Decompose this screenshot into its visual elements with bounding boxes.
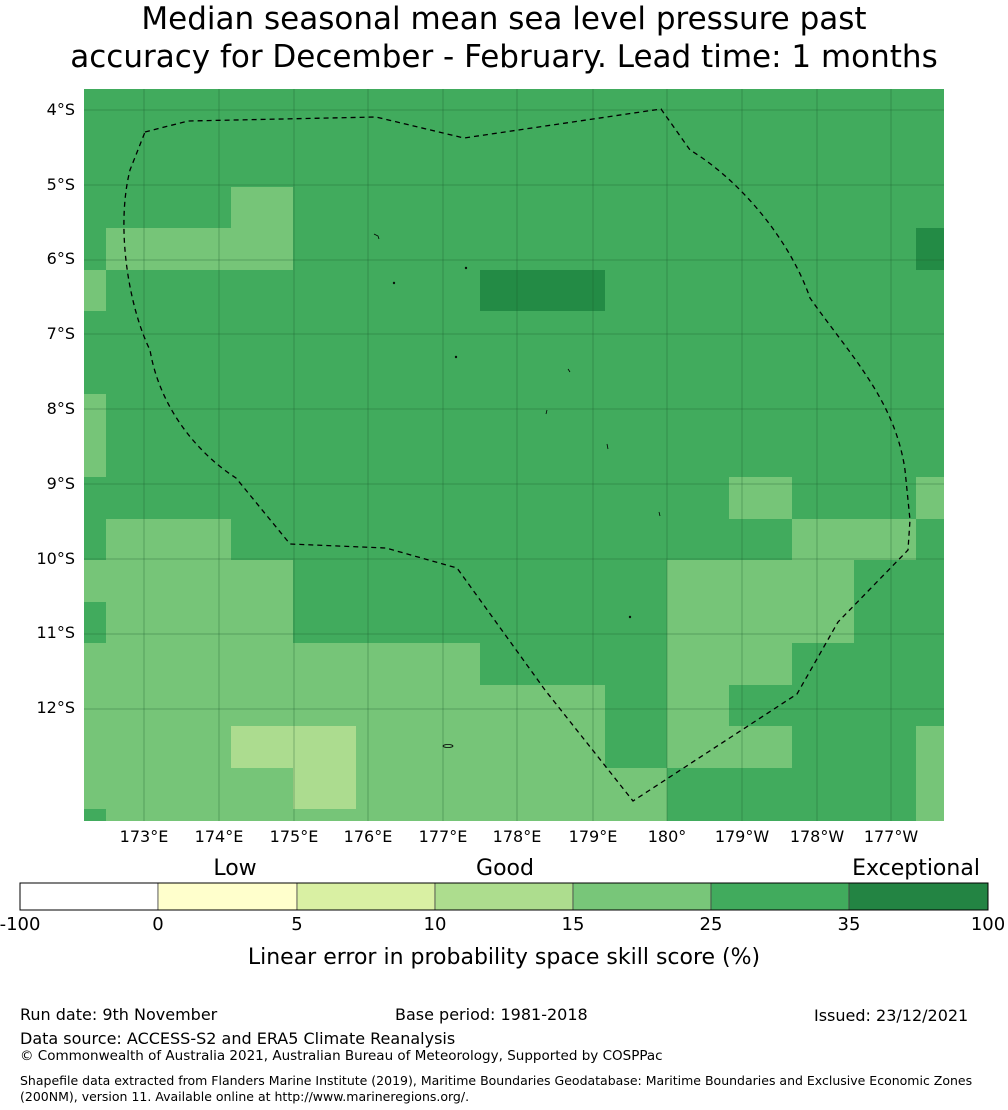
lon-label: 173°E [119,827,169,846]
colorbar-tick: 25 [699,914,723,935]
lon-label: 175°E [269,827,319,846]
colorbar-segment [572,882,712,911]
title-line-2: accuracy for December - February. Lead t… [70,39,938,75]
colorbar-tick: 35 [837,914,861,935]
skill-cell [480,270,605,311]
colorbar-segment [19,882,159,911]
skill-cell [667,685,729,768]
lat-label: 12°S [36,698,75,717]
lon-label: 177°W [863,827,919,846]
skill-cell [84,270,106,311]
skill-cell [667,643,792,685]
skill-cell [916,477,944,519]
eez-boundary [123,108,911,802]
island [567,368,571,373]
skill-cell [605,768,667,821]
island [545,409,548,415]
island [392,281,396,285]
skill-cell [84,560,106,602]
lon-label: 179°E [568,827,618,846]
skill-cell [605,726,667,768]
skill-cell [84,726,667,821]
copyright-notice: © Commonwealth of Australia 2021, Austra… [20,1048,663,1064]
colorbar-tick: 0 [152,914,164,935]
base-period: Base period: 1981-2018 [395,1005,588,1024]
skill-cell [106,228,231,270]
skill-cell [231,726,356,768]
colorbar-segment [434,882,574,911]
skill-cell [792,685,944,726]
skill-cell [916,726,944,821]
issued-date: Issued: 23/12/2021 [814,1006,969,1025]
skill-cell [84,809,106,821]
lon-label: 178°E [492,827,542,846]
skill-cell [293,768,356,809]
skill-grid-cells [84,89,944,821]
lon-label: 179°W [714,827,770,846]
skill-cell [84,685,605,726]
lon-label: 176°E [343,827,393,846]
colorbar-segment [157,882,298,911]
colorbar-category-exceptional: Exceptional [852,856,980,881]
shapefile-credit: Shapefile data extracted from Flanders M… [20,1073,973,1104]
colorbar-segment [848,882,989,911]
skill-cell [667,560,854,643]
colorbar-segment [710,882,850,911]
island [658,511,661,517]
colorbar-tick: 15 [561,914,585,935]
run-date: Run date: 9th November [20,1005,218,1024]
skill-cell [106,560,293,643]
colorbar-category-good: Good [476,856,534,881]
lon-label: 174°E [194,827,244,846]
lon-label: 180° [647,827,687,846]
island [454,355,458,359]
title-line-1: Median seasonal mean sea level pressure … [141,1,867,37]
lon-label: 177°E [418,827,468,846]
skill-cell [106,519,231,560]
colorbar-tick: -100 [0,914,41,935]
lat-label: 8°S [46,399,75,418]
island [628,615,632,619]
colorbar-segment [296,882,436,911]
skill-cell [84,394,106,477]
island [442,744,454,748]
map-title: Median seasonal mean sea level pressure … [0,0,1008,76]
lat-label: 5°S [46,175,75,194]
colorbar-label: Linear error in probability space skill … [247,945,761,970]
data-source: Data source: ACCESS-S2 and ERA5 Climate … [20,1029,456,1048]
colorbar [19,882,989,911]
lat-label: 4°S [46,100,75,119]
lon-label: 178°W [789,827,845,846]
island [606,443,609,450]
islands [373,233,661,748]
island [464,266,468,270]
skill-cell [84,643,480,685]
skill-cell [792,519,916,560]
colorbar-frame [19,882,989,911]
lat-label: 7°S [46,324,75,343]
map-gridlines [84,89,944,821]
lat-label: 10°S [36,549,75,568]
skill-cell [231,187,293,270]
colorbar-category-low: Low [213,856,257,881]
lat-label: 9°S [46,474,75,493]
lat-label: 6°S [46,249,75,268]
colorbar-tick: 100 [970,914,1006,935]
island [373,233,380,240]
colorbar-tick: 5 [291,914,303,935]
skill-cell [729,726,792,768]
lat-label: 11°S [36,623,75,642]
skill-cell [729,477,792,519]
skill-cell [916,228,944,270]
colorbar-tick: 10 [423,914,447,935]
